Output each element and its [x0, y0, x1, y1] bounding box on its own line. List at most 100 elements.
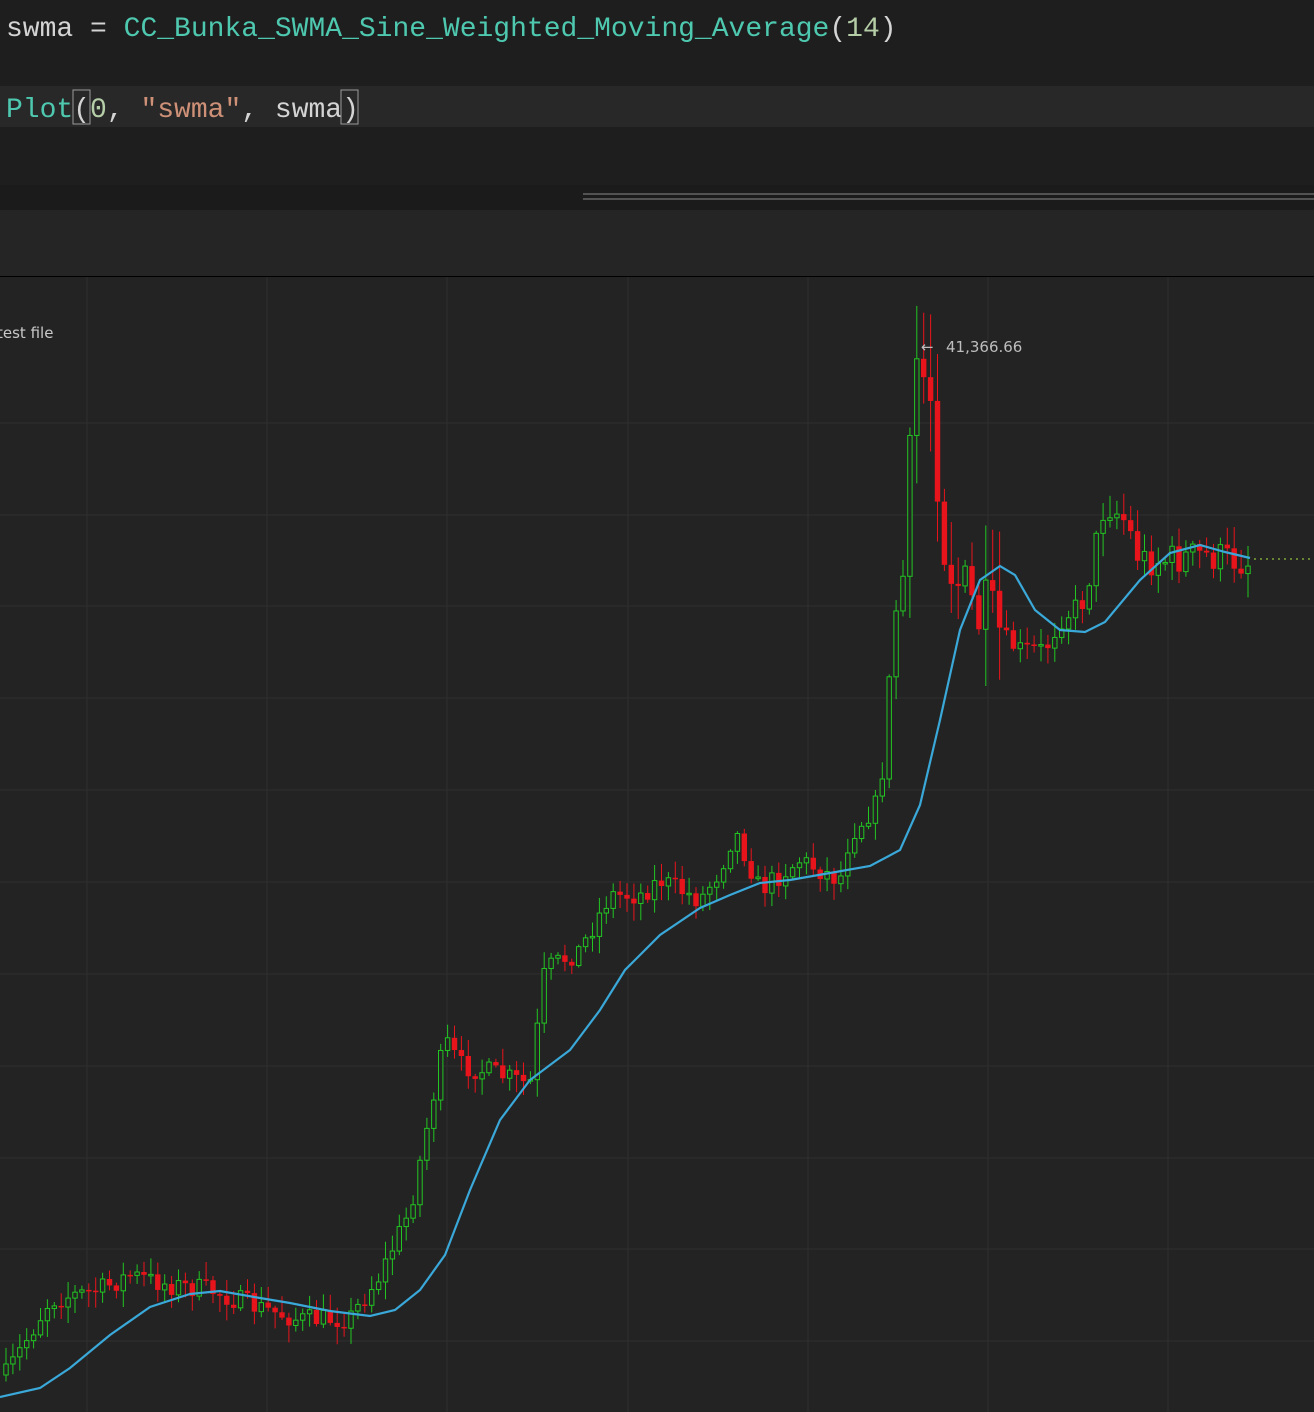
candle-body	[1024, 642, 1030, 645]
candle-body	[44, 1307, 51, 1322]
candle-body	[658, 880, 665, 886]
candle-body	[865, 822, 872, 827]
candle-body	[983, 579, 989, 630]
candle-body	[741, 833, 747, 862]
code-token: ,	[107, 95, 141, 126]
candle-body	[624, 894, 630, 899]
candle-body	[1059, 628, 1065, 638]
candle-body	[976, 595, 982, 630]
code-line: Plot(0, "swma", swma)	[6, 95, 359, 126]
code-token: )	[880, 14, 897, 45]
candle-body	[251, 1293, 258, 1312]
candle-body	[686, 892, 692, 896]
candle-body	[244, 1290, 251, 1294]
candle-body	[272, 1307, 278, 1313]
candle-body	[707, 886, 713, 895]
candle-body	[955, 583, 961, 586]
candle-body	[472, 1076, 478, 1079]
chart-bg	[0, 277, 1314, 1412]
candle-body	[1245, 565, 1251, 575]
candle-body	[651, 880, 658, 901]
candle-body	[86, 1289, 92, 1292]
candle-body	[776, 872, 782, 886]
candle-body	[93, 1290, 99, 1293]
candle-body	[1217, 544, 1224, 570]
candle-body	[1114, 513, 1120, 519]
candle-body	[265, 1302, 271, 1308]
candle-body	[1003, 627, 1010, 631]
candle-body	[79, 1289, 85, 1293]
candle-body	[762, 877, 768, 894]
candle-body	[217, 1294, 223, 1296]
candle-body	[582, 937, 589, 948]
candle-body	[1210, 552, 1217, 569]
candle-body	[113, 1285, 120, 1291]
candle-body	[858, 825, 865, 839]
candle-body	[548, 957, 554, 969]
candle-body	[479, 1072, 485, 1080]
candle-body	[293, 1319, 299, 1326]
candle-body	[141, 1272, 147, 1275]
candle-body	[306, 1309, 313, 1315]
candle-body	[65, 1297, 71, 1308]
candle-body	[500, 1065, 506, 1079]
candle-body	[907, 434, 913, 577]
code-token: (	[829, 14, 846, 45]
candle-body	[1231, 548, 1237, 569]
candle-body	[576, 946, 582, 967]
candle-body	[665, 877, 672, 887]
code: swma = CC_Bunka_SWMA_Sine_Weighted_Movin…	[6, 14, 897, 126]
candle-body	[1065, 617, 1072, 630]
swma-line	[0, 543, 1251, 1399]
candle-body	[458, 1050, 465, 1057]
grid	[0, 277, 1314, 1412]
candles	[3, 305, 1314, 1382]
candle-body	[948, 564, 954, 584]
candle-body	[279, 1312, 285, 1318]
candle-body	[1038, 644, 1044, 647]
candle-body	[914, 358, 920, 436]
candle-body	[852, 837, 858, 854]
candle-body	[555, 954, 561, 959]
panel	[0, 210, 1314, 276]
candle-body	[451, 1037, 458, 1051]
candle-body	[1093, 532, 1099, 587]
candle-body	[355, 1303, 361, 1312]
candle-body	[120, 1274, 126, 1292]
candle-body	[1134, 531, 1141, 561]
candle-body	[175, 1280, 182, 1296]
candle-body	[1238, 568, 1244, 574]
candle-body	[714, 881, 720, 888]
candle-body	[1169, 545, 1175, 563]
candle-body	[969, 566, 975, 596]
candle-body	[534, 1022, 540, 1081]
candle-body	[941, 501, 948, 565]
candle-body	[1017, 642, 1023, 650]
candle-body	[610, 891, 616, 909]
candle-body	[520, 1074, 527, 1082]
candle-body	[189, 1283, 195, 1297]
candle-body	[934, 400, 941, 502]
candle-body	[603, 907, 609, 914]
candle-body	[286, 1317, 292, 1326]
candle-body	[748, 861, 754, 879]
candle-body	[348, 1310, 354, 1329]
candle-body	[3, 1363, 9, 1376]
candle-body	[10, 1356, 16, 1365]
candle-body	[672, 877, 678, 880]
candle-body	[1052, 636, 1058, 649]
candle-body	[1010, 630, 1017, 649]
code-token: swma	[275, 95, 342, 126]
candle-body	[1128, 520, 1134, 532]
candle-body	[431, 1099, 437, 1129]
candle-body	[921, 358, 927, 378]
code-token: Plot	[6, 95, 73, 126]
candle-body	[507, 1069, 513, 1079]
candle-body	[693, 893, 699, 907]
candle-body	[148, 1273, 154, 1277]
candle-body	[444, 1037, 451, 1051]
candle-body	[389, 1250, 396, 1260]
candle-body	[569, 961, 575, 966]
candle-body	[617, 891, 623, 895]
